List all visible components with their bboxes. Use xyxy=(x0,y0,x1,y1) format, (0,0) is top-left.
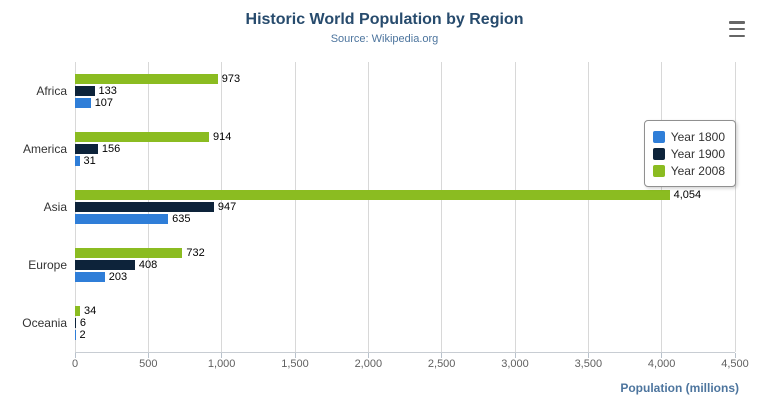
x-axis-tick xyxy=(294,353,296,358)
bar-year-1900-europe[interactable] xyxy=(75,260,135,270)
bar-year-1900-america[interactable] xyxy=(75,144,98,154)
y-category-label: Europe xyxy=(28,258,67,272)
x-tick-label: 2,500 xyxy=(427,358,456,370)
x-axis-tick xyxy=(661,353,663,358)
bar-year-2008-africa[interactable] xyxy=(75,74,218,84)
chart-title: Historic World Population by Region xyxy=(245,11,524,28)
x-tick-label: 4,500 xyxy=(721,358,749,370)
bar-year-2008-america[interactable] xyxy=(75,132,210,142)
gridline xyxy=(221,62,223,352)
bar-value-label: 408 xyxy=(138,259,158,271)
bar-value-label: 31 xyxy=(83,155,96,167)
legend-item-year-2008[interactable]: Year 2008 xyxy=(652,162,725,179)
bar-value-label: 2 xyxy=(79,329,86,341)
legend-item-year-1900[interactable]: Year 1900 xyxy=(652,145,725,162)
legend-label: Year 1800 xyxy=(670,129,725,144)
x-axis-tick xyxy=(587,353,589,358)
x-axis-tick xyxy=(147,353,149,358)
bar-value-label: 947 xyxy=(217,201,237,213)
gridline xyxy=(294,62,296,352)
bar-year-2008-oceania[interactable] xyxy=(75,306,80,316)
x-tick-label: 2,000 xyxy=(354,358,383,370)
x-axis-tick xyxy=(367,353,369,358)
legend: Year 1800 Year 1900 Year 2008 xyxy=(643,120,736,187)
bar-value-label: 635 xyxy=(172,213,191,225)
gridline xyxy=(587,62,589,352)
x-tick-label: 4,000 xyxy=(647,358,676,370)
x-axis-tick xyxy=(514,353,516,358)
x-tick-label: 1,500 xyxy=(281,358,309,370)
x-axis-tick xyxy=(74,353,76,358)
bar-year-1800-africa[interactable] xyxy=(75,98,91,108)
legend-color-swatch-icon xyxy=(652,147,665,160)
legend-label: Year 2008 xyxy=(670,163,725,178)
legend-item-year-1800[interactable]: Year 1800 xyxy=(652,128,725,145)
bar-value-label: 107 xyxy=(94,97,114,109)
y-category-label: Asia xyxy=(43,200,67,214)
gridline xyxy=(661,62,663,352)
bar-value-label: 914 xyxy=(213,131,232,143)
bar-value-label: 6 xyxy=(79,317,86,329)
x-axis-tick xyxy=(441,353,443,358)
bar-value-label: 34 xyxy=(83,305,97,317)
x-tick-label: 3,000 xyxy=(501,358,529,370)
y-category-label: Africa xyxy=(36,84,67,98)
export-menu-button[interactable] xyxy=(727,19,751,39)
x-axis-title: Population (millions) xyxy=(620,381,739,395)
bar-value-label: 203 xyxy=(108,271,128,283)
bar-value-label: 4,054 xyxy=(673,189,702,201)
bar-value-label: 973 xyxy=(221,73,241,85)
bar-year-1900-asia[interactable] xyxy=(75,202,214,212)
legend-color-swatch-icon xyxy=(652,130,665,143)
gridline xyxy=(367,62,369,352)
bar-value-label: 732 xyxy=(186,247,205,259)
chart-subtitle: Source: Wikipedia.org xyxy=(330,33,439,45)
y-category-label: America xyxy=(22,142,67,156)
bar-year-1800-america[interactable] xyxy=(75,156,80,166)
bar-value-label: 156 xyxy=(101,143,121,155)
bar-year-1900-oceania[interactable] xyxy=(75,318,76,328)
plot-area: 973 133 107 914 156 31 4,054 947 635 732 408 203 34 6… xyxy=(74,62,736,353)
bar-year-2008-asia[interactable] xyxy=(75,190,670,200)
bar-year-2008-europe[interactable] xyxy=(75,248,183,258)
legend-color-swatch-icon xyxy=(652,164,665,177)
x-tick-label: 3,500 xyxy=(574,358,603,370)
x-axis-tick xyxy=(734,353,736,358)
x-axis-tick xyxy=(221,353,223,358)
gridline xyxy=(514,62,516,352)
bar-year-1800-oceania[interactable] xyxy=(75,330,76,340)
bar-year-1900-africa[interactable] xyxy=(75,86,95,96)
bar-year-1800-asia[interactable] xyxy=(75,214,169,224)
x-tick-label: 0 xyxy=(71,358,79,370)
bar-year-1800-europe[interactable] xyxy=(75,272,105,282)
legend-label: Year 1900 xyxy=(670,146,725,161)
y-category-label: Oceania xyxy=(22,316,67,330)
gridline xyxy=(441,62,443,352)
bar-value-label: 133 xyxy=(98,85,117,97)
x-tick-label: 500 xyxy=(139,358,158,370)
gridline xyxy=(734,62,736,352)
hamburger-icon xyxy=(729,21,745,24)
x-tick-label: 1,000 xyxy=(207,358,236,370)
